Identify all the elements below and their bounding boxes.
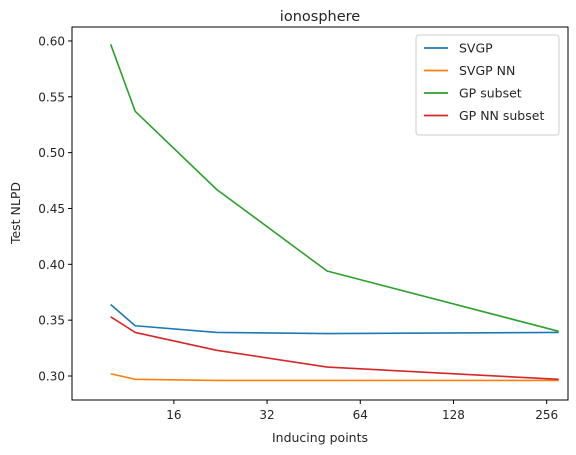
y-tick-label: 0.40 [38, 258, 65, 272]
x-axis: 16 32 64 128 256 [166, 400, 558, 422]
legend-label-svgp-nn: SVGP NN [459, 63, 515, 78]
x-tick-label: 16 [166, 408, 181, 422]
y-tick-label: 0.35 [38, 314, 65, 328]
x-axis-label: Inducing points [272, 430, 368, 445]
x-tick-label: 64 [353, 408, 368, 422]
x-tick-label: 32 [259, 408, 274, 422]
y-tick-label: 0.45 [38, 202, 65, 216]
legend-label-gp-nn-subset: GP NN subset [459, 108, 544, 123]
y-tick-label: 0.55 [38, 90, 65, 104]
series-line-gp-subset [109, 44, 559, 333]
y-axis-label: Test NLPD [8, 182, 23, 245]
plot-frame [71, 26, 569, 401]
series-lines [109, 44, 559, 382]
legend-label-svgp: SVGP [459, 41, 493, 56]
series-line-gp-nn-subset [110, 316, 559, 381]
legend-box [415, 34, 560, 136]
y-tick-label: 0.30 [38, 369, 65, 383]
series-line-svgp [110, 303, 559, 335]
series-line-svgp-nn [110, 372, 559, 382]
x-tick-label: 256 [535, 408, 558, 422]
y-tick-label: 0.50 [38, 146, 65, 160]
y-tick-label: 0.60 [38, 34, 65, 48]
x-tick-label: 128 [442, 408, 465, 422]
chart-title: ionosphere [280, 9, 360, 25]
y-axis: 0.30 0.35 0.40 0.45 0.50 0.55 0.60 [38, 34, 72, 383]
legend: SVGP SVGP NN GP subset GP NN subset [415, 34, 560, 136]
legend-label-gp-subset: GP subset [459, 86, 522, 101]
